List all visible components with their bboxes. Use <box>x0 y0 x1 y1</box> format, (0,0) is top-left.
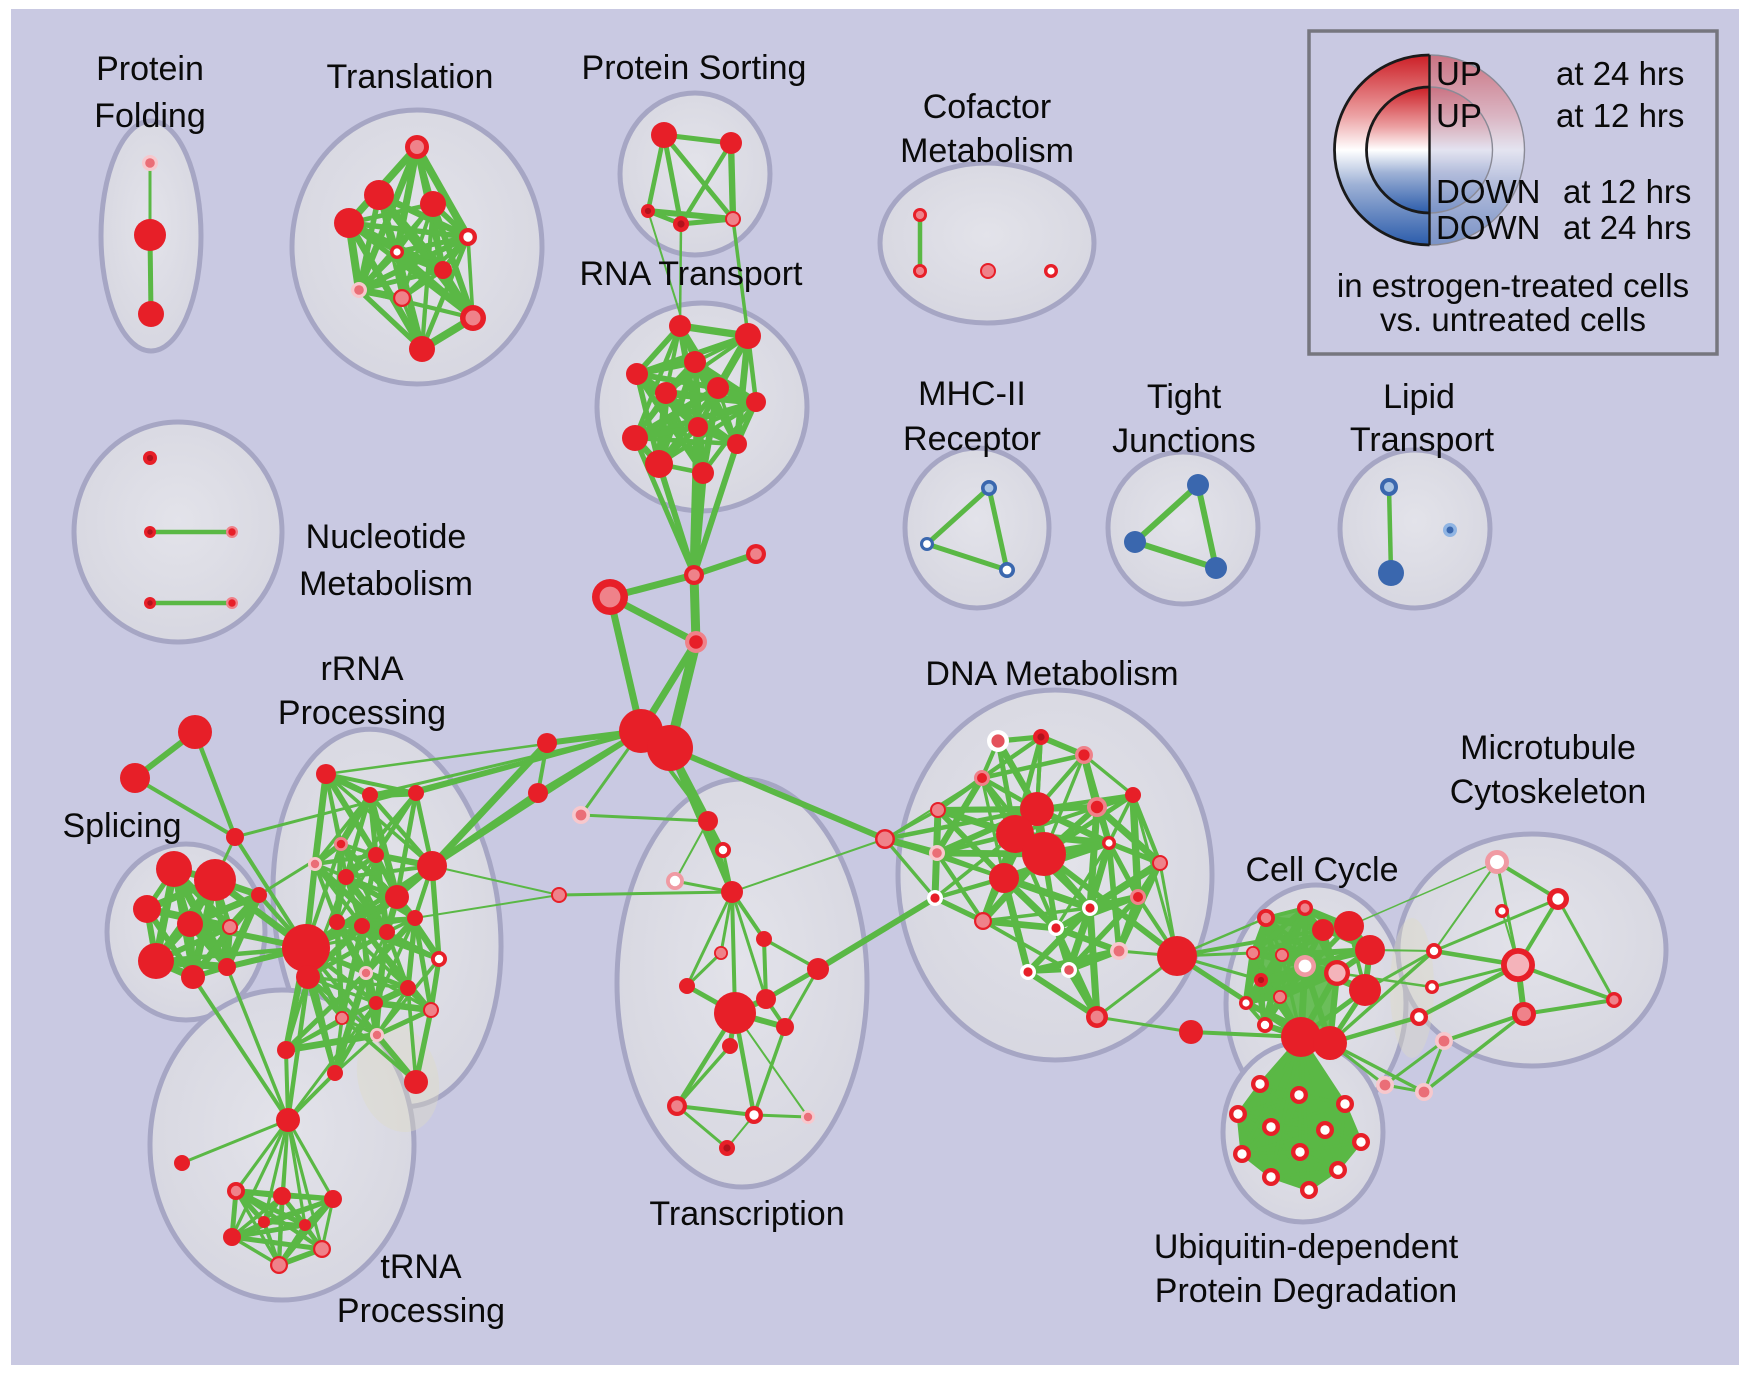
svg-text:Metabolism: Metabolism <box>900 132 1074 170</box>
svg-text:Protein: Protein <box>96 50 204 88</box>
svg-text:Folding: Folding <box>94 97 206 135</box>
svg-text:Translation: Translation <box>327 58 494 96</box>
svg-text:DOWN: DOWN <box>1436 173 1540 210</box>
svg-text:at 12 hrs: at 12 hrs <box>1556 97 1684 134</box>
svg-text:Microtubule: Microtubule <box>1460 729 1636 767</box>
svg-text:Transport: Transport <box>1350 421 1495 459</box>
svg-text:DOWN: DOWN <box>1436 209 1540 246</box>
svg-text:Transcription: Transcription <box>649 1195 844 1233</box>
svg-text:UP: UP <box>1436 55 1482 92</box>
svg-text:MHC-II: MHC-II <box>918 375 1026 413</box>
svg-text:vs. untreated cells: vs. untreated cells <box>1380 301 1646 338</box>
svg-text:at 24 hrs: at 24 hrs <box>1563 209 1691 246</box>
svg-text:at 24 hrs: at 24 hrs <box>1556 55 1684 92</box>
svg-text:Cofactor: Cofactor <box>923 88 1052 126</box>
svg-text:rRNA: rRNA <box>320 650 403 688</box>
svg-text:tRNA: tRNA <box>380 1248 462 1286</box>
svg-text:Protein Sorting: Protein Sorting <box>582 49 807 87</box>
svg-text:Tight: Tight <box>1147 378 1222 416</box>
svg-text:Ubiquitin-dependent: Ubiquitin-dependent <box>1154 1228 1459 1266</box>
svg-text:Nucleotide: Nucleotide <box>306 518 467 556</box>
svg-text:Lipid: Lipid <box>1383 378 1455 416</box>
svg-text:Junctions: Junctions <box>1112 422 1256 460</box>
svg-text:at 12 hrs: at 12 hrs <box>1563 173 1691 210</box>
svg-text:Cytoskeleton: Cytoskeleton <box>1450 773 1647 811</box>
svg-text:Processing: Processing <box>337 1292 505 1330</box>
svg-text:UP: UP <box>1436 97 1482 134</box>
svg-text:Processing: Processing <box>278 694 446 732</box>
svg-text:in estrogen-treated cells: in estrogen-treated cells <box>1337 267 1689 304</box>
svg-text:Splicing: Splicing <box>62 807 181 845</box>
svg-text:Protein Degradation: Protein Degradation <box>1155 1272 1457 1310</box>
svg-text:Cell Cycle: Cell Cycle <box>1245 851 1398 889</box>
svg-text:RNA Transport: RNA Transport <box>580 255 804 293</box>
svg-text:Metabolism: Metabolism <box>299 565 473 603</box>
svg-text:Receptor: Receptor <box>903 420 1041 458</box>
svg-text:DNA Metabolism: DNA Metabolism <box>925 655 1178 693</box>
